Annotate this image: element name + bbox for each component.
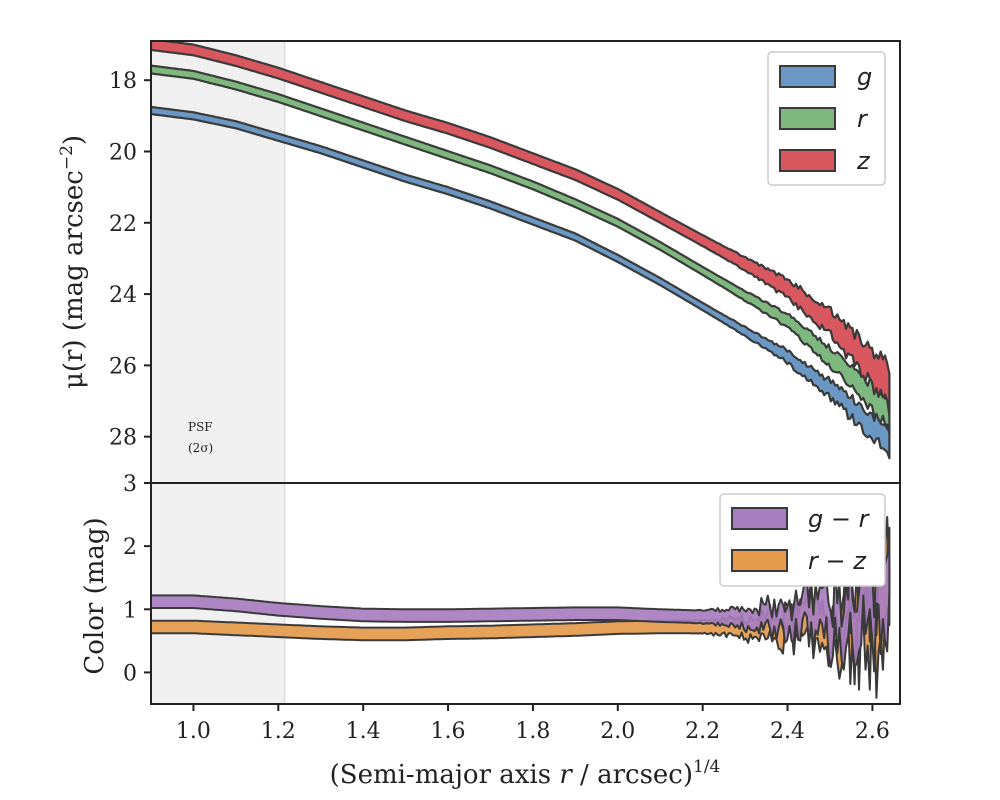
- x-tick-label: 1.6: [431, 719, 466, 744]
- y-tick-label: 2: [123, 535, 137, 560]
- color-bands: [151, 516, 891, 699]
- legend-swatch-g: [779, 65, 836, 88]
- psf-label: PSF: [188, 420, 213, 434]
- x-axis-label-exp: 1/4: [693, 757, 720, 777]
- legend-label-g: g: [857, 63, 872, 91]
- x-tick-label: 1.2: [261, 719, 296, 744]
- psf-label-sigma: (2σ): [188, 441, 213, 455]
- y-tick-label: 26: [109, 354, 137, 379]
- psf-shade-lower: [151, 483, 285, 704]
- profile-bands: [151, 41, 891, 460]
- x-axis-label: (Semi-major axis r / arcsec)1/4: [330, 757, 721, 790]
- y-axis-label-exp: −2: [57, 145, 77, 170]
- y-tick-label: 20: [109, 141, 137, 166]
- bottom-frame: [150, 482, 901, 705]
- color-legend: g − r r − z: [719, 493, 886, 587]
- x-tick-label: 1.4: [346, 719, 381, 744]
- legend-label-1: r − z: [808, 547, 867, 575]
- legend: grz: [767, 51, 886, 186]
- profile-band-r: [151, 64, 891, 435]
- surface-brightness-panel: PSF (2σ) 18 20 22 24 26 28 grz: [109, 40, 901, 484]
- y-axis-label-bottom: Color (mag): [80, 517, 110, 674]
- x-tick-label: 2.4: [770, 719, 805, 744]
- y-axis-label-top: μ(r) (mag arcsec−2): [57, 135, 89, 389]
- y-axis-label-main: μ(r) (mag arcsec: [59, 170, 89, 389]
- x-tick-label: 2.2: [685, 719, 720, 744]
- psf-shade: [151, 41, 285, 483]
- y-tick-label: 22: [109, 212, 137, 237]
- x-tick-label: 2.0: [600, 719, 635, 744]
- y-tick-label: 28: [109, 426, 137, 451]
- legend-label-z: z: [856, 147, 871, 175]
- legend-label-0: g − r: [808, 505, 871, 533]
- legend-swatch-r: [779, 107, 836, 130]
- x-axis-label-unit: / arcsec): [572, 760, 693, 790]
- y-tick-label: 24: [109, 283, 137, 308]
- profile-band-g: [151, 105, 891, 460]
- y-tick-label: 1: [123, 598, 137, 623]
- color-band-0: [151, 525, 891, 673]
- y-tick-label: 18: [109, 69, 137, 94]
- legend-label-r: r: [857, 105, 869, 133]
- x-tick-label: 1.8: [515, 719, 550, 744]
- x-tick-label: 2.6: [855, 719, 890, 744]
- y-tick-label: 0: [123, 661, 137, 686]
- legend-swatch-0: [731, 507, 788, 530]
- x-tick-label: 1.0: [176, 719, 211, 744]
- legend-swatch-1: [731, 549, 788, 572]
- y-axis-label-close: ): [59, 135, 89, 145]
- axis-labels: μ(r) (mag arcsec−2) Color (mag) (Semi-majo…: [57, 135, 720, 790]
- x-axis-label-main: (Semi-major axis: [330, 760, 560, 790]
- x-axis-label-var: r: [559, 760, 573, 790]
- color-panel: 0 1 2 3 1.0 1.2 1.4 1.6 1.8 2.0 2.2 2.4 2.6 g − r r − …: [123, 472, 901, 744]
- profile-band-z: [151, 41, 891, 417]
- y-tick-label: 3: [123, 472, 137, 497]
- legend-swatch-z: [779, 149, 836, 172]
